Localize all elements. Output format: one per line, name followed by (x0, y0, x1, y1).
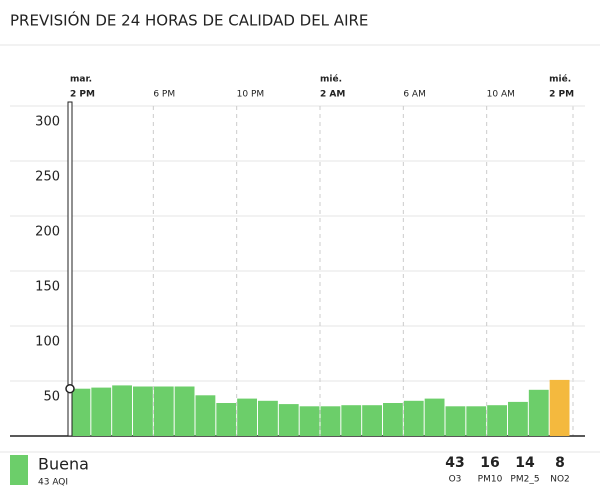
x-tick-label: 10 PM (237, 90, 265, 100)
category-swatch (10, 455, 28, 485)
bar (466, 406, 487, 436)
chart-title: PREVISIÓN DE 24 HORAS DE CALIDAD DEL AIR… (10, 11, 368, 30)
bar (528, 389, 549, 436)
bar (258, 400, 278, 436)
y-tick-label: 50 (43, 390, 60, 405)
pollutant-name: NO2 (550, 475, 570, 485)
bar (278, 404, 299, 436)
bar (133, 386, 153, 436)
pollutant-name: O3 (449, 475, 462, 485)
bar (383, 403, 403, 436)
cursor-point (65, 383, 75, 394)
x-tick-label: 2 AM (320, 90, 345, 100)
bar (195, 395, 216, 436)
bar (403, 400, 424, 436)
bar (216, 403, 237, 436)
pollutant-value: 43 (445, 455, 464, 471)
y-tick-label: 250 (35, 170, 60, 185)
x-day-label: mar. (70, 75, 92, 85)
bar (445, 406, 466, 436)
bar (112, 385, 132, 436)
bar (299, 406, 320, 436)
y-tick-label: 200 (35, 225, 60, 240)
bar (549, 379, 570, 436)
pollutant-name: PM10 (478, 475, 503, 485)
bar (91, 387, 112, 436)
x-tick-label: 6 AM (403, 90, 426, 100)
bar (237, 398, 257, 436)
cursor-line (67, 101, 73, 437)
pollutant-value: 8 (555, 455, 565, 471)
y-tick-label: 100 (35, 335, 60, 350)
bar (153, 386, 174, 436)
x-tick-label: 2 PM (70, 90, 95, 100)
bar (487, 405, 507, 436)
bar (424, 398, 445, 436)
bar (320, 406, 341, 436)
bar (508, 401, 528, 436)
category-label: Buena (38, 455, 89, 474)
x-tick-label: 2 PM (549, 90, 574, 100)
aqi-label: 43 AQI (38, 478, 68, 488)
bar (362, 405, 382, 436)
pollutant-name: PM2_5 (510, 475, 539, 485)
bar (341, 405, 362, 436)
y-tick-label: 150 (35, 280, 60, 295)
pollutant-value: 16 (480, 455, 499, 471)
bar (174, 386, 195, 436)
bar (70, 388, 91, 436)
y-tick-label: 300 (35, 115, 60, 130)
pollutant-value: 14 (515, 455, 535, 471)
x-day-label: mié. (549, 74, 571, 85)
x-tick-label: 10 AM (487, 90, 515, 100)
x-day-label: mié. (320, 74, 342, 85)
x-tick-label: 6 PM (153, 90, 175, 100)
